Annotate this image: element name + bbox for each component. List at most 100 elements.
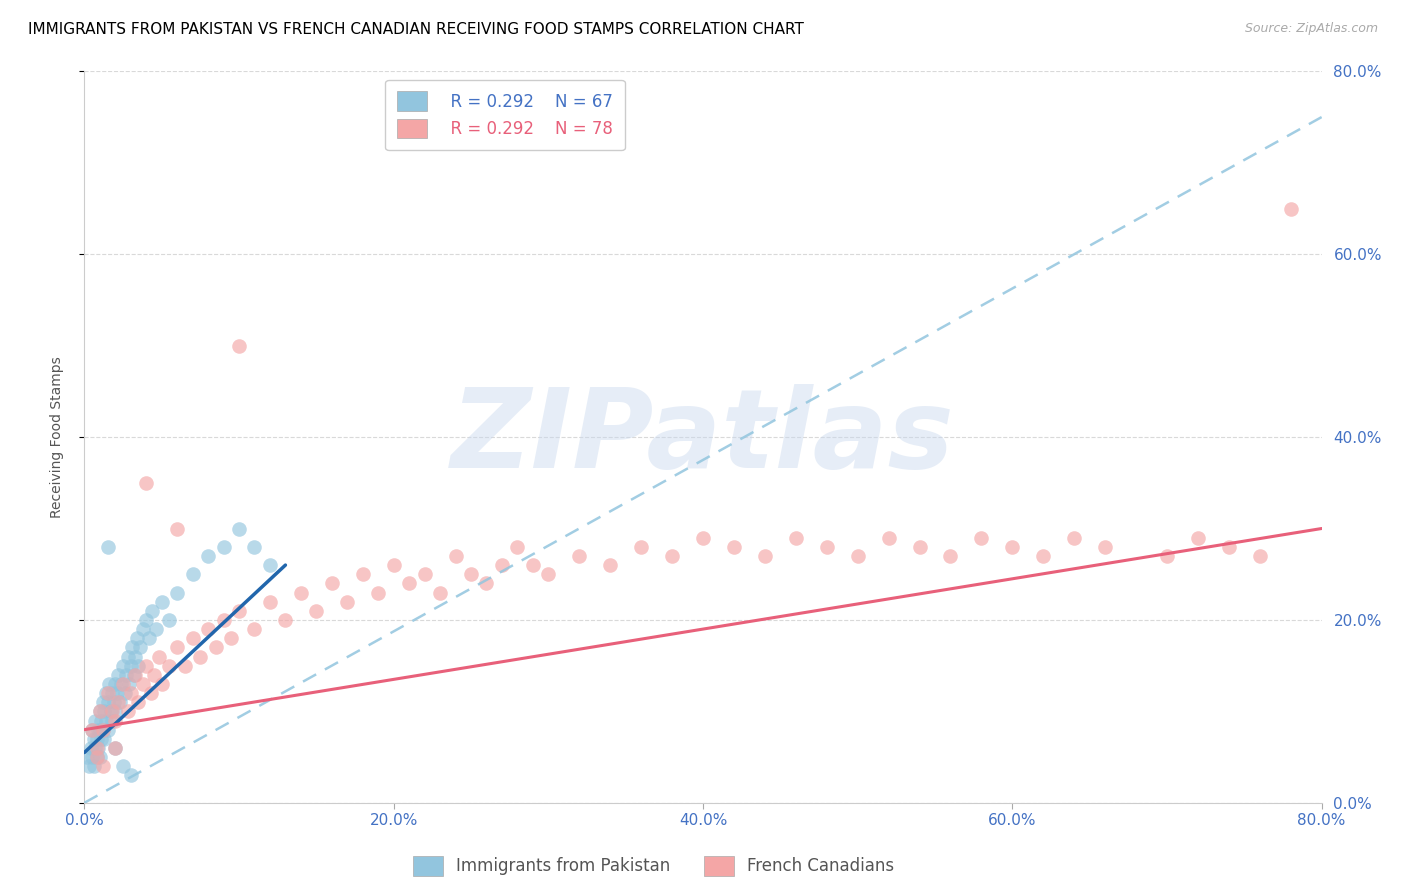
Point [259, 594, 281, 608]
Point [128, 695, 150, 709]
Point [120, 658, 142, 673]
Point [112, 759, 135, 773]
Point [537, 567, 560, 582]
Point [91, 695, 114, 709]
Point [141, 604, 163, 618]
Point [413, 567, 436, 582]
Point [132, 622, 155, 636]
Point [188, 649, 212, 664]
Point [754, 549, 776, 563]
Point [723, 540, 745, 554]
Point [197, 622, 219, 636]
Point [82, 723, 104, 737]
Point [124, 649, 146, 664]
Point [87, 740, 110, 755]
Text: IMMIGRANTS FROM PAKISTAN VS FRENCH CANADIAN RECEIVING FOOD STAMPS CORRELATION CH: IMMIGRANTS FROM PAKISTAN VS FRENCH CANAD… [28, 22, 804, 37]
Point [79, 740, 101, 755]
Point [444, 549, 467, 563]
Point [197, 549, 219, 563]
Point [107, 667, 129, 681]
Point [599, 558, 621, 573]
Point [506, 540, 529, 554]
Point [84, 740, 107, 755]
Point [124, 667, 146, 681]
Point [522, 558, 544, 573]
Point [290, 585, 312, 599]
Point [228, 338, 250, 352]
Point [89, 705, 111, 719]
Point [117, 649, 139, 664]
Point [107, 695, 129, 709]
Point [305, 604, 328, 618]
Point [83, 731, 105, 746]
Point [93, 705, 115, 719]
Point [150, 594, 173, 608]
Point [77, 759, 100, 773]
Point [91, 723, 114, 737]
Point [148, 649, 170, 664]
Point [87, 723, 110, 737]
Point [115, 667, 138, 681]
Point [138, 632, 160, 646]
Y-axis label: Receiving Food Stamps: Receiving Food Stamps [49, 356, 63, 518]
Point [382, 558, 405, 573]
Point [1156, 549, 1178, 563]
Point [1063, 531, 1085, 545]
Point [121, 640, 143, 655]
Point [228, 604, 250, 618]
Point [815, 540, 838, 554]
Point [692, 531, 714, 545]
Point [1187, 531, 1209, 545]
Point [205, 640, 228, 655]
Point [86, 750, 108, 764]
Point [166, 521, 188, 535]
Point [129, 640, 152, 655]
Point [105, 686, 128, 700]
Point [321, 576, 343, 591]
Point [159, 658, 181, 673]
Text: ZIPatlas: ZIPatlas [451, 384, 955, 491]
Point [108, 695, 131, 709]
Point [1001, 540, 1024, 554]
Point [104, 740, 127, 755]
Point [132, 677, 155, 691]
Point [118, 677, 141, 691]
Point [120, 686, 142, 700]
Point [259, 558, 281, 573]
Point [86, 750, 108, 764]
Point [122, 667, 145, 681]
Point [112, 658, 135, 673]
Point [367, 585, 389, 599]
Point [86, 740, 108, 755]
Point [97, 723, 120, 737]
Point [100, 705, 122, 719]
Point [212, 540, 235, 554]
Point [352, 567, 374, 582]
Point [101, 714, 124, 728]
Point [908, 540, 931, 554]
Point [221, 632, 243, 646]
Text: Source: ZipAtlas.com: Source: ZipAtlas.com [1244, 22, 1378, 36]
Point [93, 731, 115, 746]
Point [785, 531, 807, 545]
Point [475, 576, 498, 591]
Point [1094, 540, 1116, 554]
Point [86, 731, 108, 746]
Point [398, 576, 420, 591]
Point [120, 768, 142, 782]
Point [145, 622, 167, 636]
Legend: Immigrants from Pakistan, French Canadians: Immigrants from Pakistan, French Canadia… [406, 850, 901, 882]
Point [139, 686, 162, 700]
Point [970, 531, 993, 545]
Point [104, 740, 127, 755]
Point [429, 585, 451, 599]
Point [104, 714, 127, 728]
Point [939, 549, 962, 563]
Point [491, 558, 513, 573]
Point [103, 695, 125, 709]
Point [98, 677, 121, 691]
Point [97, 540, 120, 554]
Point [568, 549, 591, 563]
Point [274, 613, 297, 627]
Point [1032, 549, 1054, 563]
